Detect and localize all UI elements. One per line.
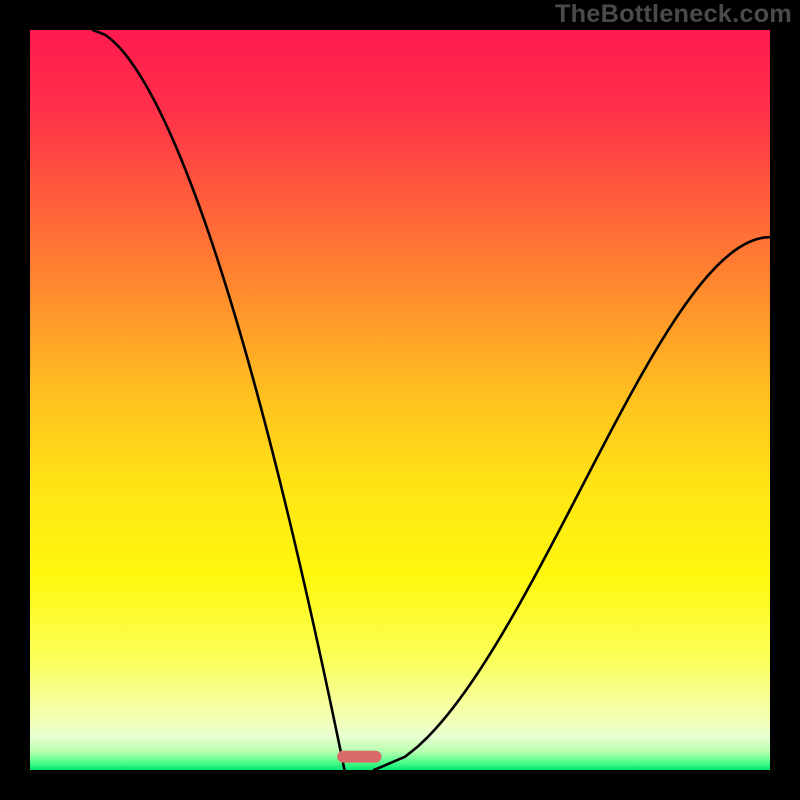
watermark-text: TheBottleneck.com [555,0,792,29]
plot-area [30,30,770,770]
bottleneck-chart [0,0,800,800]
notch-marker [337,751,381,763]
